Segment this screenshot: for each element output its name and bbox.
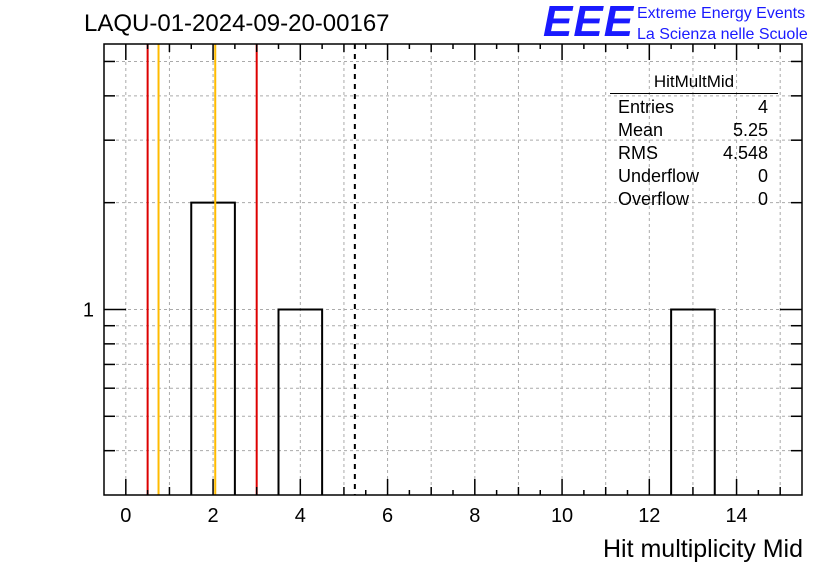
x-tick-label: 10 bbox=[551, 505, 573, 527]
x-tick-label: 0 bbox=[120, 505, 131, 527]
stats-value: 5.25 bbox=[732, 120, 768, 140]
eee-logo-caption: Extreme Energy Events La Scienza nelle S… bbox=[637, 3, 808, 45]
stats-label: Underflow bbox=[618, 166, 700, 186]
y-tick-label: 1 bbox=[83, 299, 94, 321]
histogram-bin bbox=[670, 308, 716, 495]
stats-row-entries: Entries 4 bbox=[610, 96, 778, 119]
run-title: LAQU-01-2024-09-20-00167 bbox=[84, 10, 390, 37]
stats-value: 4.548 bbox=[722, 143, 768, 163]
eee-logo-line1: Extreme Energy Events bbox=[637, 5, 806, 22]
eee-logo: EEE bbox=[543, 0, 635, 46]
x-tick-label: 8 bbox=[469, 505, 480, 527]
stats-title: HitMultMid bbox=[610, 72, 778, 94]
stats-value: 4 bbox=[757, 97, 768, 117]
x-tick-label: 4 bbox=[295, 505, 306, 527]
eee-logo-line2: La Scienza nelle Scuole bbox=[637, 26, 808, 43]
x-tick-label: 12 bbox=[638, 505, 660, 527]
stats-row-overflow: Overflow 0 bbox=[610, 188, 778, 211]
x-tick-label: 2 bbox=[208, 505, 219, 527]
stats-value: 0 bbox=[757, 166, 768, 186]
stats-row-mean: Mean 5.25 bbox=[610, 119, 778, 142]
stats-label: Overflow bbox=[618, 189, 690, 209]
histogram-bin bbox=[277, 308, 324, 495]
x-tick-label: 6 bbox=[382, 505, 393, 527]
stats-label: RMS bbox=[618, 143, 658, 163]
histogram-bin bbox=[190, 201, 236, 495]
stats-box: HitMultMid Entries 4 Mean 5.25 RMS 4.548… bbox=[610, 72, 778, 211]
stats-value: 0 bbox=[757, 189, 768, 209]
stats-row-rms: RMS 4.548 bbox=[610, 142, 778, 165]
stats-label: Mean bbox=[618, 120, 664, 140]
x-axis-label: Hit multiplicity Mid bbox=[602, 535, 803, 563]
stats-label: Entries bbox=[618, 97, 675, 117]
x-tick-label: 14 bbox=[725, 505, 747, 527]
stats-row-underflow: Underflow 0 bbox=[610, 165, 778, 188]
